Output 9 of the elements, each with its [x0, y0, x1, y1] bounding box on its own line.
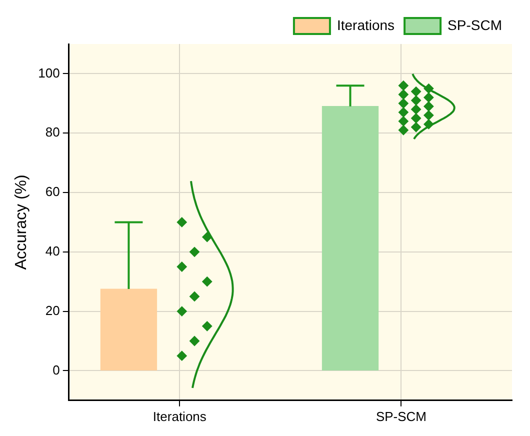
legend-label: Iterations — [336, 16, 395, 33]
y-tick-label: 40 — [45, 243, 60, 258]
y-tick-label: 0 — [52, 362, 60, 378]
y-tick-label: 80 — [45, 124, 60, 140]
y-axis-title: Accuracy (%) — [13, 174, 30, 270]
y-tick-label: 20 — [45, 302, 60, 318]
y-tick-label: 60 — [45, 184, 60, 200]
y-tick-label: 100 — [38, 65, 60, 80]
legend-label: SP-SCM — [448, 16, 502, 33]
